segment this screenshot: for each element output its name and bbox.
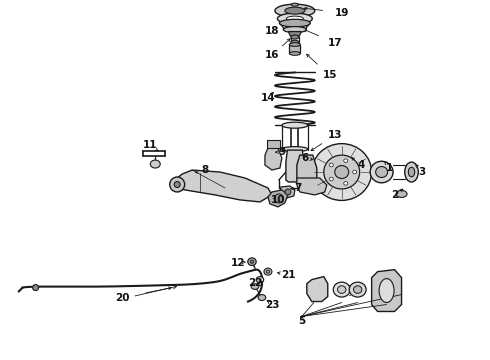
Text: 2: 2 [391, 190, 398, 200]
Polygon shape [307, 276, 328, 302]
Ellipse shape [248, 258, 256, 265]
Ellipse shape [396, 190, 407, 197]
Ellipse shape [333, 282, 350, 297]
Ellipse shape [370, 161, 393, 183]
Ellipse shape [335, 166, 349, 179]
Text: 18: 18 [265, 26, 279, 36]
Polygon shape [297, 155, 317, 188]
Text: 21: 21 [281, 270, 295, 280]
Text: 13: 13 [327, 130, 342, 140]
Text: 1: 1 [386, 163, 393, 173]
Ellipse shape [292, 3, 298, 6]
Ellipse shape [283, 27, 306, 32]
Ellipse shape [338, 286, 346, 293]
Ellipse shape [274, 194, 283, 203]
Ellipse shape [285, 189, 291, 195]
Ellipse shape [379, 279, 394, 302]
Polygon shape [289, 32, 301, 36]
Text: 4: 4 [358, 160, 366, 170]
Ellipse shape [344, 181, 348, 185]
Text: 12: 12 [231, 258, 245, 268]
Polygon shape [279, 23, 310, 30]
Text: 11: 11 [143, 140, 157, 150]
Polygon shape [286, 150, 304, 182]
Ellipse shape [353, 286, 362, 293]
Text: 5: 5 [298, 316, 305, 327]
Polygon shape [371, 270, 401, 311]
Ellipse shape [250, 260, 254, 263]
Text: 17: 17 [327, 37, 342, 48]
Text: 9: 9 [278, 147, 286, 157]
Bar [290, 45, 300, 54]
Text: 14: 14 [261, 93, 275, 103]
Text: 8: 8 [201, 165, 209, 175]
Polygon shape [297, 178, 327, 195]
Ellipse shape [251, 284, 259, 289]
Ellipse shape [349, 282, 366, 297]
Ellipse shape [33, 285, 39, 291]
Ellipse shape [282, 147, 308, 152]
Ellipse shape [266, 270, 270, 273]
Ellipse shape [376, 167, 388, 177]
Ellipse shape [344, 159, 348, 162]
Text: 10: 10 [270, 195, 285, 205]
Ellipse shape [150, 160, 160, 168]
Ellipse shape [290, 52, 300, 55]
Ellipse shape [405, 162, 418, 182]
Ellipse shape [329, 177, 333, 181]
Text: 23: 23 [265, 300, 279, 310]
Polygon shape [172, 170, 272, 202]
Ellipse shape [286, 16, 303, 21]
Ellipse shape [170, 177, 185, 192]
Ellipse shape [275, 4, 315, 17]
Ellipse shape [291, 40, 299, 44]
Ellipse shape [174, 181, 180, 188]
Ellipse shape [312, 144, 371, 201]
Text: 15: 15 [322, 71, 337, 80]
Ellipse shape [285, 7, 305, 14]
Text: 19: 19 [335, 8, 349, 18]
Ellipse shape [290, 43, 300, 46]
Ellipse shape [277, 13, 312, 24]
Text: 3: 3 [418, 167, 425, 177]
Text: 20: 20 [115, 293, 129, 302]
Text: 16: 16 [265, 50, 279, 60]
Polygon shape [280, 186, 295, 198]
Text: 6: 6 [301, 153, 308, 163]
Text: 22: 22 [248, 278, 262, 288]
Ellipse shape [258, 294, 266, 301]
Ellipse shape [291, 35, 299, 39]
Ellipse shape [329, 163, 333, 167]
Ellipse shape [279, 19, 310, 27]
Ellipse shape [256, 276, 264, 283]
Ellipse shape [324, 155, 360, 189]
Text: 7: 7 [294, 183, 301, 193]
Ellipse shape [408, 167, 415, 177]
Ellipse shape [264, 268, 272, 275]
Ellipse shape [353, 170, 357, 174]
Polygon shape [268, 190, 288, 207]
Polygon shape [265, 148, 282, 170]
Ellipse shape [282, 122, 308, 128]
Bar [267, 140, 280, 148]
